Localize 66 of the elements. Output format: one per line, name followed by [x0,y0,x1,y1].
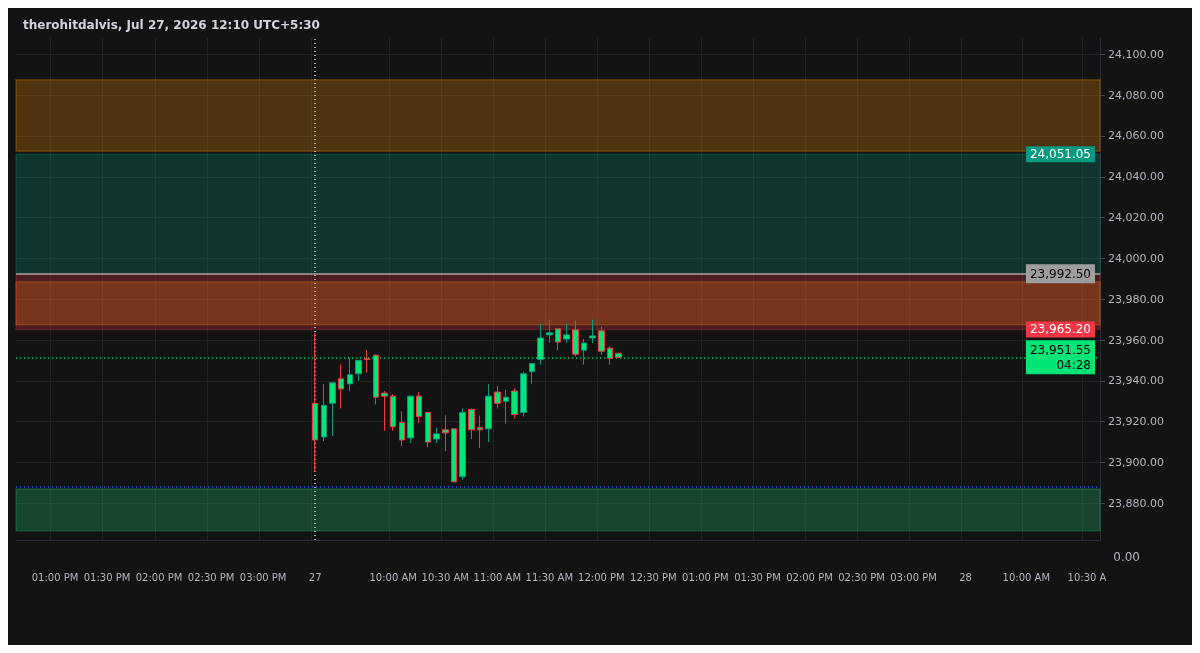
candlestick [329,382,336,437]
candlestick [555,328,561,351]
candlestick [546,319,553,344]
candlestick [529,362,535,385]
ref-line-label: 23,951.55 04:28 [1029,342,1091,372]
y-tick-label: 23,980.00 [1108,292,1164,306]
y-tick-label: 24,020.00 [1108,211,1164,225]
candlestick [433,427,440,444]
candlestick [407,395,414,444]
y-tick-label: 23,900.00 [1108,455,1164,469]
candlestick [511,387,518,420]
x-tick-label: 02:00 PM [135,571,183,583]
y-tick-label: 23,940.00 [1108,374,1164,388]
candlestick [416,391,422,424]
x-tick-label: 01:00 PM [682,571,729,583]
x-tick-label: 01:30 PM [83,571,131,583]
text: 0.00 [1113,550,1140,564]
candlestick [520,371,527,418]
x-tick-label: 27 [308,571,322,583]
x-tick-label: 10:00 AM [369,571,417,583]
ref-line-label: 23,992.50 [1029,266,1091,281]
candlestick [399,410,405,447]
candlestick [503,389,509,425]
candlestick [459,407,466,481]
candlestick [477,415,483,449]
y-tick-label: 24,060.00 [1108,129,1164,143]
candlestick [485,383,492,443]
x-tick-label: 01:00 PM [31,571,79,583]
y-tick-label: 24,100.00 [1108,47,1164,61]
y-tick-label: 23,960.00 [1108,333,1164,347]
band-label: 24,051.05 [1029,147,1091,162]
x-tick-label: 01:30 PM [734,571,781,583]
x-tick-label: 03:00 PM [239,571,287,583]
candlestick [607,345,613,365]
y-tick-label: 24,080.00 [1108,88,1164,102]
y-tick-label: 23,920.00 [1108,415,1164,429]
x-tick-label: 02:30 PM [838,571,885,583]
x-tick-label: 02:30 PM [187,571,235,583]
candlestick [598,326,605,356]
y-tick-label: 24,000.00 [1108,251,1164,265]
x-tick-label: 03:00 PM [890,571,937,583]
candlestick [468,407,475,440]
chart-title: therohitdalvis, Jul 27, 2026 12:10 UTC+5:30 [23,18,320,32]
x-tick-label: 10:00 AM [1002,571,1051,583]
band-label: 23,965.20 [1029,322,1091,337]
candlestick [381,390,388,432]
candlestick [338,364,344,409]
x-tick-label: 02:00 PM [786,571,833,583]
x-tick-label: 12:00 PM [578,571,625,583]
candlestick [425,411,431,448]
x-tick-label: 10:30 A [1067,571,1107,583]
x-tick-label: 11:00 AM [473,571,522,583]
x-tick-label: 10:30 AM [421,571,469,583]
candlestick [589,319,596,344]
candlestick [442,415,449,452]
y-tick-label: 24,040.00 [1108,170,1164,184]
x-tick-label: 28 [959,571,972,583]
candlestick [494,385,501,409]
candlestick [451,428,457,483]
y-tick-label: 23,880.00 [1108,496,1164,510]
candlestick [563,323,570,344]
candlestick [390,393,396,432]
x-tick-label: 12:30 PM [630,571,677,583]
candlestick [321,383,327,442]
x-tick-label: 11:30 AM [525,571,574,583]
candlestick [572,320,579,357]
